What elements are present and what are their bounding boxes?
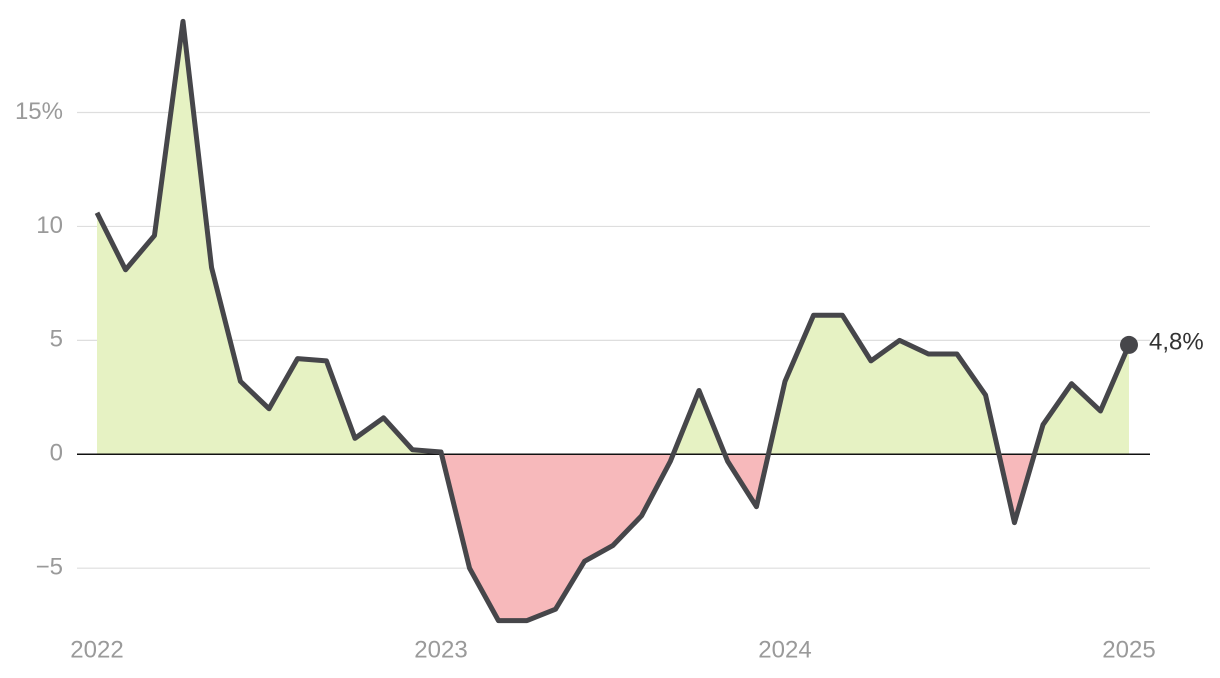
x-tick-label: 2023 (414, 636, 467, 663)
y-tick-label: 0 (50, 440, 63, 467)
x-tick-label: 2025 (1102, 636, 1155, 663)
end-label: 4,8% (1149, 328, 1204, 355)
y-tick-label: 15% (15, 98, 63, 125)
line (94, 18, 1132, 624)
x-tick-label: 2024 (758, 636, 811, 663)
positive-area (97, 21, 1129, 455)
y-tick-label: 5 (50, 326, 63, 353)
y-tick-label: 10 (36, 212, 63, 239)
y-tick-label: −5 (36, 554, 63, 581)
x-tick-label: 2022 (70, 636, 123, 663)
negative-area (97, 454, 1129, 621)
end-point (1120, 335, 1138, 354)
